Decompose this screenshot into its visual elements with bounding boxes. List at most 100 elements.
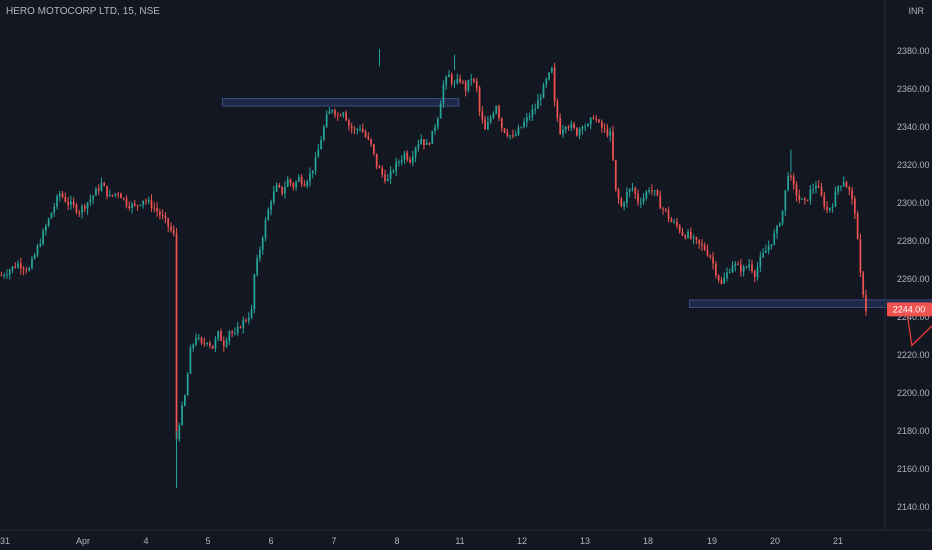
candle-body (364, 132, 367, 137)
candle-body (790, 176, 792, 178)
candle-body (681, 231, 684, 236)
candle-body (795, 184, 798, 196)
candle-body (323, 126, 325, 140)
candle-body (306, 181, 309, 186)
candle-body (667, 210, 670, 219)
candle-body (500, 118, 503, 129)
candle-body (545, 79, 548, 85)
candle-body (381, 168, 384, 175)
candle-body (509, 135, 511, 137)
price-axis[interactable]: 2140.00 2160.00 2180.00 2200.00 2220.00 2240.… (897, 46, 930, 512)
candle-body (361, 128, 364, 133)
candle-body (398, 161, 400, 163)
candle-body (292, 183, 295, 188)
candle-body (720, 279, 723, 284)
price-tick-label: 2220.00 (897, 350, 930, 360)
candle-body (570, 123, 573, 128)
candle-body (506, 132, 509, 136)
candle-body (815, 185, 817, 189)
candle-body (72, 201, 75, 205)
candle-body (3, 275, 6, 277)
symbol-name[interactable]: HERO MOTOCORP LTD (6, 6, 118, 17)
candle-body (595, 118, 598, 120)
time-tick-label: 18 (643, 536, 653, 546)
price-tick-label: 2360.00 (897, 84, 930, 94)
candle-body (28, 268, 31, 271)
candle-body (487, 121, 489, 130)
candle-body (862, 272, 865, 296)
candle-body (601, 121, 603, 128)
candle-body (403, 152, 406, 160)
price-tick-label: 2140.00 (897, 502, 930, 512)
candle-body (723, 277, 726, 284)
candle-body (425, 143, 428, 145)
candle-body (478, 87, 481, 112)
candle-body (111, 194, 114, 196)
time-tick-label: 6 (268, 536, 273, 546)
candle-body (17, 263, 19, 268)
candle-body (678, 225, 681, 232)
time-tick-label: 7 (331, 536, 336, 546)
zone-2 (688, 299, 932, 308)
candle-body (286, 179, 289, 188)
candle-body (542, 84, 545, 98)
candle-body (0, 275, 3, 277)
candle-body (714, 263, 717, 276)
candle-body (314, 157, 317, 171)
candle-body (673, 221, 676, 223)
candle-body (445, 77, 448, 85)
candle-body (784, 190, 787, 211)
candle-body (653, 190, 656, 192)
candle-body (495, 106, 498, 114)
candle-body (556, 101, 559, 118)
candle-body (172, 230, 175, 234)
candle-body (259, 249, 261, 259)
candle-body (525, 117, 528, 123)
candle-body (840, 186, 842, 188)
candle-body (145, 200, 147, 202)
candle-body (114, 193, 117, 196)
candle-body (239, 326, 242, 328)
interval-label[interactable]: 15 (122, 6, 134, 17)
candle-body (567, 126, 570, 128)
candle-body (58, 193, 61, 197)
candle-body (150, 199, 153, 208)
candle-body (170, 226, 172, 231)
candle-body (531, 109, 534, 117)
candle-body (701, 243, 703, 246)
candle-body (534, 108, 537, 110)
candle-body (83, 205, 86, 209)
currency-label[interactable]: INR (908, 6, 925, 16)
candle-body (420, 139, 423, 145)
candle-body (120, 193, 122, 199)
candle-body (831, 206, 834, 208)
candle-body (698, 239, 701, 244)
candle-body (434, 127, 436, 131)
candle-body (787, 176, 789, 191)
candle-body (284, 187, 286, 194)
candle-body (709, 255, 712, 258)
candle-body (350, 125, 353, 129)
candle-body (514, 134, 517, 136)
candle-body (634, 187, 637, 194)
candle-body (175, 233, 178, 440)
projection-arrow (905, 307, 932, 347)
candle-body (178, 424, 181, 440)
candle-body (61, 193, 64, 198)
candle-body (470, 79, 473, 81)
candle-body (125, 198, 128, 206)
candle-body (573, 123, 575, 128)
candle-body (662, 208, 664, 210)
time-tick-label: 31 (0, 536, 10, 546)
exchange-label: NSE (139, 6, 160, 17)
candle-body (345, 112, 347, 121)
time-axis[interactable]: 31 Apr 4 5 6 7 8 11 12 13 18 19 20 21 (0, 536, 843, 546)
candle-body (748, 264, 751, 267)
candle-body (395, 161, 398, 171)
candle-body (450, 74, 453, 84)
candle-body (289, 179, 292, 184)
candle-body (36, 246, 39, 255)
candle-body (264, 220, 267, 239)
